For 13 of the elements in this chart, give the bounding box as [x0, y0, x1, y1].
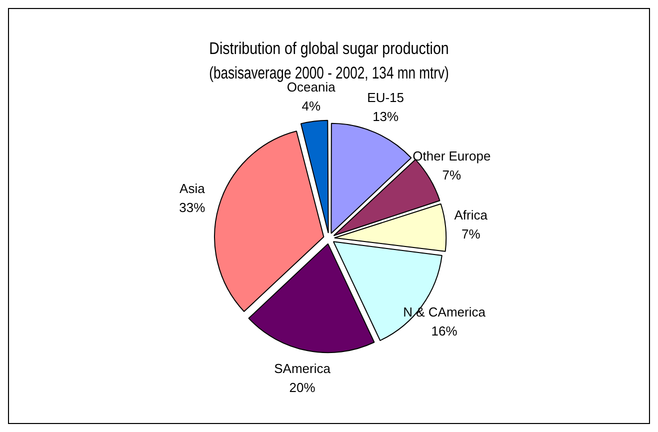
data-label: 7%: [442, 167, 462, 182]
data-label: 16%: [431, 324, 458, 339]
data-label: 20%: [289, 380, 316, 395]
data-label: 4%: [302, 98, 321, 114]
slice-label: Other Europe: [412, 148, 491, 164]
chart-title: Distribution of global sugar production: [209, 40, 449, 58]
slice-label: Asia: [180, 181, 206, 196]
data-label: 13%: [372, 109, 400, 124]
slice-label: SAmerica: [274, 360, 332, 376]
data-label: 33%: [179, 200, 206, 216]
slice-label: Africa: [454, 208, 488, 223]
slice-label: EU-15: [367, 90, 404, 106]
data-label: 7%: [461, 226, 481, 242]
